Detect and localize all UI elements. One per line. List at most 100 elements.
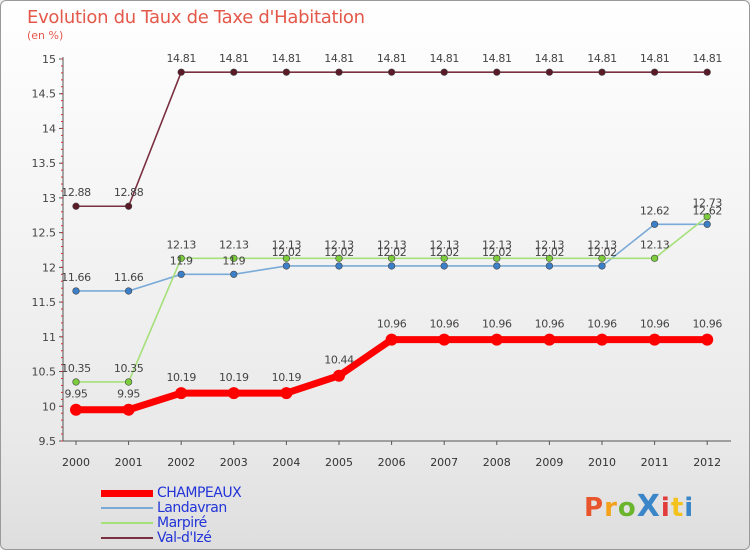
x-tick-label: 2001 (115, 456, 143, 469)
data-label: 12.13 (587, 238, 617, 251)
data-point (335, 262, 343, 270)
y-tick-label: 9.5 (39, 435, 57, 448)
legend-swatch (101, 537, 153, 539)
data-point (335, 68, 343, 76)
data-label: 14.81 (640, 52, 670, 65)
axes: 9.5 10 10.5 11 11.5 12 12.5 13 13.5 14 14.5 15 2000 2… (32, 53, 731, 469)
data-label: 12.13 (640, 238, 670, 251)
data-point (335, 254, 343, 262)
logo-letter: P (584, 493, 605, 523)
data-point (701, 333, 714, 346)
y-tick-label: 11.5 (32, 296, 57, 309)
data-label: 14.81 (272, 52, 302, 65)
y-tick-label: 12 (42, 261, 56, 274)
data-label: 10.96 (640, 318, 670, 331)
x-tick-label: 2003 (220, 456, 248, 469)
data-label: 14.81 (482, 52, 512, 65)
data-label: 10.19 (219, 371, 249, 384)
data-point (72, 287, 80, 295)
chart-title: Evolution du Taux de Taxe d'Habitation (27, 7, 365, 28)
data-point (388, 254, 396, 262)
y-tick-label: 13 (42, 192, 56, 205)
data-point (282, 254, 291, 262)
data-label: 10.96 (482, 318, 512, 331)
data-label: 14.81 (219, 52, 249, 65)
data-label: 12.62 (692, 204, 722, 217)
y-tick-label: 11 (42, 331, 56, 344)
data-label: 10.96 (429, 318, 459, 331)
logo-letter: o (617, 493, 637, 523)
data-label: 12.13 (324, 238, 354, 251)
data-point (440, 262, 448, 270)
point-labels: 9.95 9.95 10.19 10.19 10.19 10.44 10.96 10.96 10… (61, 52, 722, 401)
x-tick-label: 2012 (693, 456, 721, 469)
data-point (177, 270, 185, 278)
logo-letter: i (660, 493, 671, 523)
data-label: 10.35 (61, 362, 91, 375)
data-label: 11.9 (170, 254, 193, 267)
data-label: 12.88 (61, 186, 91, 199)
data-point (282, 68, 291, 76)
legend-label: Val-d'Izé (157, 530, 212, 546)
x-tick-label: 2008 (483, 456, 511, 469)
data-point (333, 369, 345, 382)
data-point (493, 68, 501, 76)
data-label: 9.95 (65, 388, 88, 401)
data-label: 12.13 (166, 238, 196, 251)
x-tick-label: 2007 (430, 456, 458, 469)
data-point (598, 254, 606, 262)
y-tick-label: 10.5 (32, 366, 57, 379)
data-label: 14.81 (692, 52, 722, 65)
data-point (122, 403, 135, 416)
data-point (438, 333, 451, 346)
data-label: 14.81 (377, 52, 407, 65)
legend-swatch (101, 522, 153, 524)
data-point (175, 387, 188, 400)
data-label: 10.96 (535, 318, 565, 331)
data-point (280, 387, 293, 400)
data-point (230, 270, 238, 278)
logo-letter: t (670, 493, 685, 523)
data-point (124, 202, 133, 210)
data-label: 12.88 (114, 186, 144, 199)
data-point (648, 333, 661, 346)
data-label: 12.73 (692, 197, 722, 210)
data-point (545, 262, 554, 270)
data-label: 14.81 (166, 52, 196, 65)
data-point (230, 68, 238, 76)
data-point (282, 262, 291, 270)
data-label: 12.13 (272, 238, 302, 251)
data-point (177, 254, 185, 262)
data-point (440, 254, 448, 262)
data-label: 10.96 (692, 318, 722, 331)
data-point (230, 254, 238, 262)
data-label: 10.44 (324, 354, 354, 367)
x-tick-label: 2000 (62, 456, 90, 469)
data-point (388, 68, 396, 76)
data-point (493, 262, 501, 270)
proxiti-logo: ProXiti (584, 489, 694, 524)
data-label: 14.81 (587, 52, 617, 65)
data-label: 12.13 (429, 238, 459, 251)
data-point (385, 333, 398, 346)
data-point (703, 213, 711, 221)
x-tick-label: 2002 (167, 456, 195, 469)
data-point (650, 220, 659, 228)
data-label: 12.02 (324, 246, 354, 259)
data-label: 12.13 (535, 238, 565, 251)
legend-swatch (101, 490, 153, 497)
chart-subtitle: (en %) (27, 29, 64, 42)
data-label: 12.02 (429, 246, 459, 259)
data-label: 12.62 (640, 204, 670, 217)
data-label: 12.13 (377, 238, 407, 251)
data-point (598, 262, 606, 270)
data-label: 10.96 (587, 318, 617, 331)
y-tick-label: 15 (42, 53, 56, 66)
data-point (543, 333, 556, 346)
data-point (124, 378, 133, 386)
x-tick-label: 2006 (378, 456, 406, 469)
data-point (545, 68, 554, 76)
data-label: 11.66 (114, 271, 144, 284)
data-label: 12.13 (219, 238, 249, 251)
